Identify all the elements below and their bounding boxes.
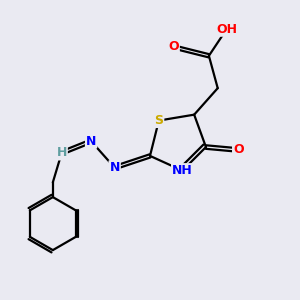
Text: N: N [86,135,96,148]
Text: N: N [110,161,120,174]
Text: S: S [154,114,163,127]
Text: NH: NH [172,164,193,177]
Text: O: O [233,143,244,157]
Text: O: O [168,40,179,53]
Text: OH: OH [216,23,237,36]
Text: H: H [56,146,67,159]
